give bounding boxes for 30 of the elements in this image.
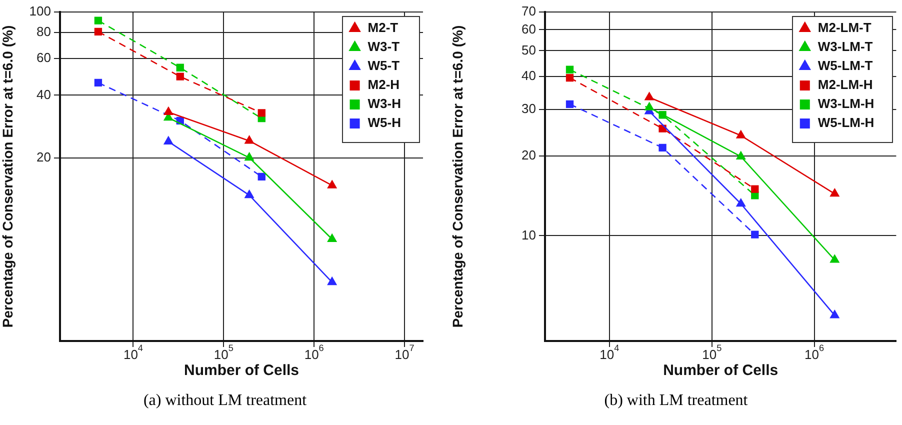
x-axis-title: Number of Cells bbox=[184, 362, 300, 380]
legend-label: W5-H bbox=[368, 115, 401, 130]
legend-label: M2-LM-H bbox=[818, 77, 873, 92]
legend-label: W3-H bbox=[368, 96, 401, 112]
y-tick-label: 80 bbox=[36, 24, 51, 39]
y-axis-title: Percentage of Conservation Error at t=6.0 (%) bbox=[449, 25, 466, 328]
y-tick-label: 50 bbox=[522, 42, 536, 58]
legend-label: W5-T bbox=[368, 58, 400, 74]
legend-label: W3-LM-H bbox=[818, 96, 874, 112]
y-tick-label: 60 bbox=[522, 21, 536, 36]
legend-label: M2-T bbox=[368, 20, 398, 36]
text: (b) with LM treatment bbox=[603, 392, 749, 410]
y-tick-label: 100 bbox=[29, 4, 51, 19]
legend-label: W5-LM-T bbox=[818, 58, 873, 74]
legend-label: W3-LM-T bbox=[818, 39, 873, 54]
y-tick-label: 70 bbox=[522, 4, 536, 19]
legend-label: M2-H bbox=[368, 77, 400, 92]
y-tick-label: 10 bbox=[522, 227, 536, 242]
y-tick-label: 40 bbox=[36, 86, 51, 102]
y-tick-label: 20 bbox=[522, 148, 536, 163]
y-axis-title: Percentage of Conservation Error at t=6.0 (%) bbox=[0, 25, 16, 328]
text: (a) without LM treatment bbox=[142, 392, 308, 410]
y-tick-label: 20 bbox=[36, 150, 51, 165]
legend-label: M2-LM-T bbox=[818, 20, 872, 36]
y-tick-label: 40 bbox=[522, 68, 536, 83]
y-tick-label: 30 bbox=[522, 100, 536, 116]
x-axis-title: Number of Cells bbox=[663, 362, 778, 380]
y-tick-label: 60 bbox=[36, 50, 51, 65]
legend-label: W3-T bbox=[368, 39, 400, 54]
legend-label: W5-LM-H bbox=[818, 115, 874, 130]
